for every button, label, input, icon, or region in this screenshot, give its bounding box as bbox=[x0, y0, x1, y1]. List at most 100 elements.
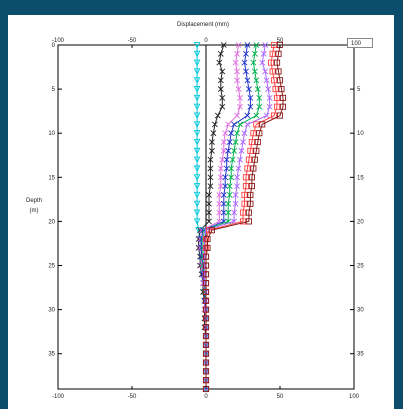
data-point-marker bbox=[241, 130, 248, 137]
data-point-marker bbox=[279, 94, 287, 101]
data-point-marker bbox=[202, 359, 210, 366]
data-point-marker bbox=[273, 59, 281, 66]
data-point-marker bbox=[253, 121, 260, 128]
data-point-marker bbox=[242, 174, 250, 181]
data-point-marker bbox=[193, 165, 201, 173]
data-point-marker bbox=[219, 95, 226, 101]
data-point-marker bbox=[254, 86, 261, 93]
data-point-marker bbox=[250, 59, 257, 66]
data-point-marker bbox=[229, 156, 236, 163]
data-point-marker bbox=[241, 59, 248, 66]
data-point-marker bbox=[243, 68, 249, 75]
data-point-marker bbox=[193, 147, 201, 155]
y-tick-label-right: 35 bbox=[357, 352, 364, 358]
data-point-marker bbox=[226, 139, 233, 145]
data-point-marker bbox=[273, 94, 281, 101]
data-point-marker bbox=[262, 42, 269, 48]
data-point-marker bbox=[250, 130, 257, 137]
data-point-marker bbox=[220, 209, 227, 216]
data-point-marker bbox=[193, 41, 201, 49]
data-point-marker bbox=[207, 174, 214, 181]
data-point-marker bbox=[263, 112, 270, 119]
data-point-marker bbox=[234, 50, 240, 57]
data-point-marker bbox=[241, 191, 248, 198]
data-point-marker bbox=[193, 191, 201, 199]
data-point-marker bbox=[256, 130, 263, 137]
data-point-marker bbox=[206, 218, 212, 225]
data-point-marker bbox=[276, 112, 284, 119]
data-point-marker bbox=[202, 333, 210, 340]
data-point-marker bbox=[232, 59, 239, 66]
data-point-marker bbox=[217, 174, 224, 181]
y-tick-label-left: 10 bbox=[48, 131, 55, 137]
data-point-marker bbox=[219, 156, 226, 163]
x-tick-label-bottom: 100 bbox=[349, 394, 360, 400]
data-point-marker bbox=[225, 147, 232, 154]
data-point-marker bbox=[193, 94, 201, 102]
data-point-marker bbox=[202, 324, 210, 331]
y-tick-label-left: 15 bbox=[48, 175, 55, 181]
data-point-marker bbox=[238, 147, 245, 154]
data-point-marker bbox=[207, 156, 214, 163]
data-point-marker bbox=[237, 95, 243, 101]
data-point-marker bbox=[223, 156, 230, 163]
data-point-marker bbox=[219, 103, 226, 110]
data-point-marker bbox=[220, 147, 227, 154]
data-point-marker bbox=[263, 77, 270, 84]
data-point-marker bbox=[253, 77, 260, 84]
data-point-marker bbox=[240, 139, 246, 145]
data-point-marker bbox=[202, 350, 210, 357]
data-point-marker bbox=[231, 121, 238, 128]
data-point-marker bbox=[225, 209, 232, 216]
data-point-marker bbox=[193, 68, 201, 76]
data-point-marker bbox=[260, 50, 267, 57]
data-point-marker bbox=[276, 77, 284, 84]
data-point-marker bbox=[217, 77, 224, 84]
x-axis-title: Displacement (mm) bbox=[177, 22, 229, 28]
data-point-marker bbox=[202, 341, 210, 348]
data-point-marker bbox=[269, 68, 276, 75]
data-point-marker bbox=[222, 183, 229, 190]
series-line bbox=[205, 44, 284, 389]
data-point-marker bbox=[268, 59, 275, 66]
y-tick-label-left: 0 bbox=[52, 43, 56, 49]
data-point-marker bbox=[193, 156, 201, 164]
data-point-marker bbox=[211, 121, 218, 128]
data-point-marker bbox=[202, 306, 210, 313]
data-point-marker bbox=[272, 86, 279, 93]
data-point-marker bbox=[202, 315, 210, 322]
series-8 bbox=[202, 41, 287, 393]
data-point-marker bbox=[209, 147, 215, 154]
data-point-marker bbox=[247, 200, 254, 207]
x-max-input[interactable]: 100 bbox=[347, 38, 373, 48]
data-point-marker bbox=[253, 112, 260, 119]
data-point-marker bbox=[208, 227, 215, 234]
data-point-marker bbox=[244, 42, 251, 48]
data-point-marker bbox=[266, 103, 273, 110]
data-point-marker bbox=[234, 130, 240, 137]
data-point-marker bbox=[237, 103, 243, 110]
data-point-marker bbox=[193, 112, 201, 120]
data-point-marker bbox=[250, 165, 257, 172]
data-point-marker bbox=[239, 218, 247, 225]
data-point-marker bbox=[259, 59, 266, 66]
data-point-marker bbox=[202, 377, 210, 384]
data-point-marker bbox=[247, 95, 254, 101]
y-tick-label-right: 25 bbox=[357, 264, 364, 270]
data-point-marker bbox=[237, 121, 243, 128]
data-point-marker bbox=[202, 253, 210, 260]
data-point-marker bbox=[251, 68, 258, 75]
x-tick-label-bottom: -50 bbox=[128, 394, 137, 400]
data-point-marker bbox=[234, 68, 240, 75]
data-point-marker bbox=[239, 209, 247, 216]
data-point-marker bbox=[237, 156, 243, 163]
data-point-marker bbox=[234, 174, 240, 181]
data-point-marker bbox=[222, 174, 229, 181]
data-point-marker bbox=[232, 139, 239, 145]
data-point-marker bbox=[219, 68, 226, 75]
data-point-marker bbox=[207, 183, 214, 190]
data-point-marker bbox=[206, 192, 212, 198]
data-point-marker bbox=[245, 218, 252, 225]
y-tick-label-left: 25 bbox=[48, 264, 55, 270]
